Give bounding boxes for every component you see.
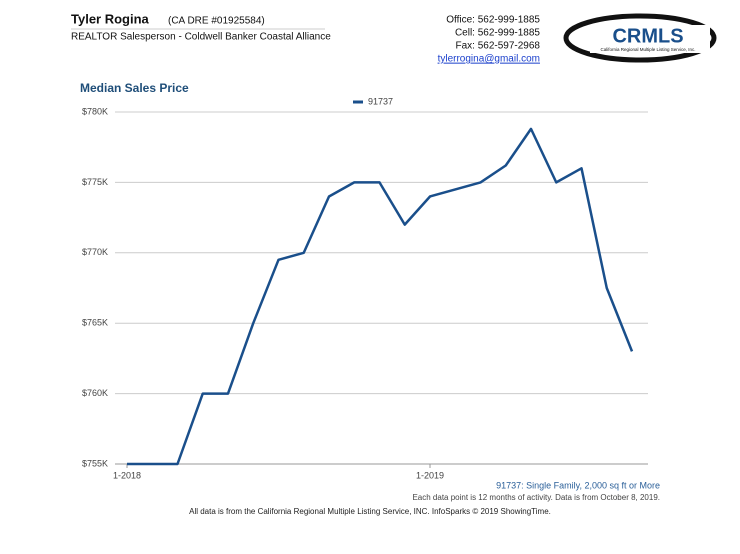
y-tick-label: $770K <box>82 247 108 257</box>
agent-name: Tyler Rogina <box>71 11 150 26</box>
y-tick-label: $775K <box>82 177 108 187</box>
y-tick-label: $765K <box>82 318 108 328</box>
source-note: All data is from the California Regional… <box>189 507 551 516</box>
agent-license: (CA DRE #01925584) <box>168 16 265 27</box>
legend-label: 91737 <box>368 96 393 106</box>
fax: Fax: 562-597-2968 <box>455 41 540 52</box>
chart-title: Median Sales Price <box>80 81 189 95</box>
chart: $755K $760K $765K $770K $775K $780K 1-2018 1-20… <box>82 96 648 480</box>
y-tick-label: $780K <box>82 106 108 116</box>
email-link[interactable]: tylerrogina@gmail.com <box>438 54 540 65</box>
x-tick-label: 1-2018 <box>113 470 141 480</box>
cell-phone: Cell: 562-999-1885 <box>455 28 540 39</box>
y-tick-label: $760K <box>82 388 108 398</box>
logo: CRMLS California Regional Multiple Listi… <box>563 13 717 63</box>
series-line <box>127 127 634 466</box>
y-tick-label: $755K <box>82 458 108 468</box>
logo-backdrop <box>590 25 710 53</box>
office-phone: Office: 562-999-1885 <box>446 15 540 26</box>
agent-title: REALTOR Salesperson - Coldwell Banker Co… <box>71 32 331 43</box>
x-tick-label: 1-2019 <box>416 470 444 480</box>
logo-text: CRMLS <box>612 25 683 47</box>
logo-subtitle: California Regional Multiple Listing Ser… <box>600 47 695 52</box>
series-note: 91737: Single Family, 2,000 sq ft or Mor… <box>496 480 660 490</box>
logo-swoosh <box>563 13 717 63</box>
activity-note: Each data point is 12 months of activity… <box>412 493 660 502</box>
